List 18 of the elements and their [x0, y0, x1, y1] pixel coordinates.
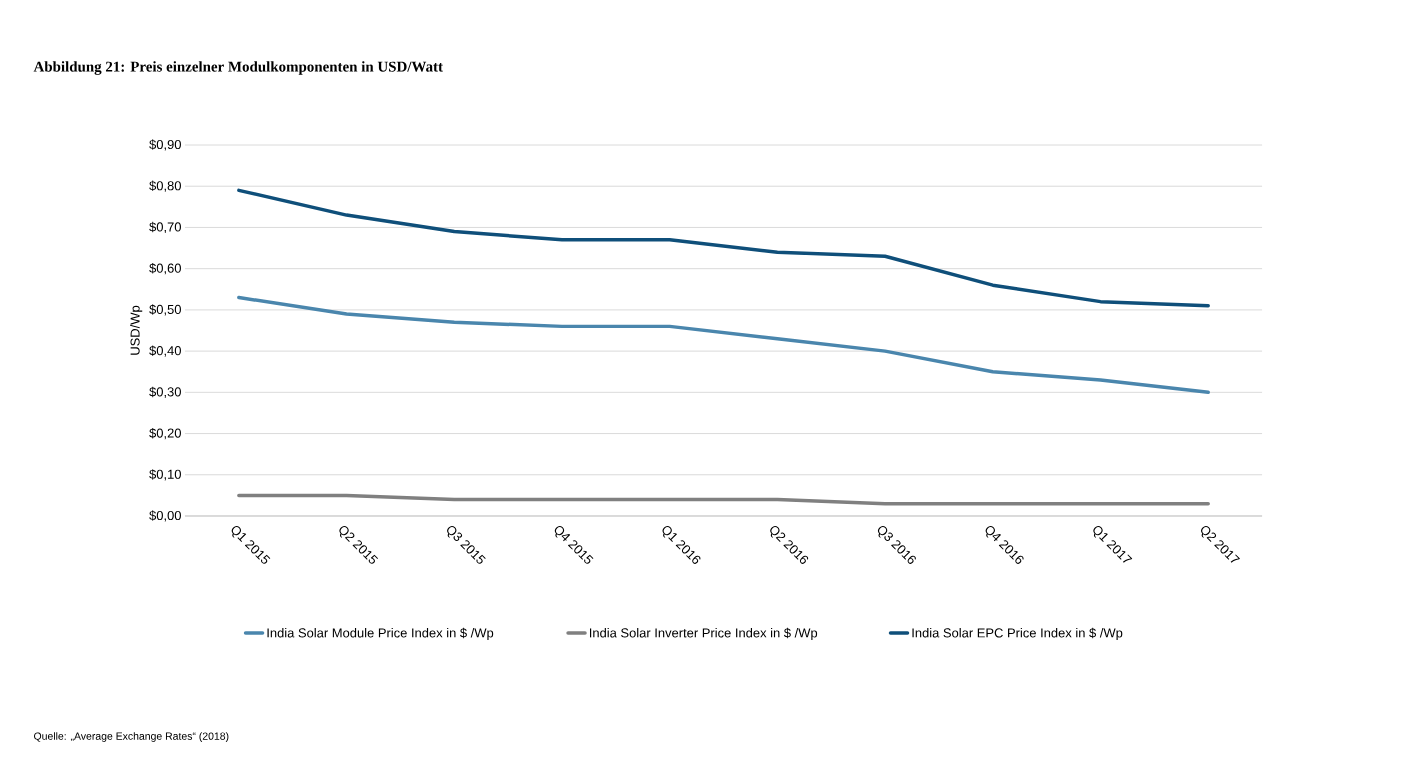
y-tick-label: $0,00 — [149, 510, 181, 522]
y-tick-label: $0,10 — [149, 469, 181, 481]
y-tick-label: $0,60 — [149, 263, 181, 275]
y-tick-label: $0,90 — [149, 139, 181, 151]
line-series — [237, 188, 1210, 308]
y-tick-label: $0,40 — [149, 345, 181, 357]
chart-title: Abbildung 21: Preis einzelner Modulkomponenten in USD/Watt — [33, 61, 443, 75]
y-tick-label: $0,70 — [149, 221, 181, 234]
y-tick-label: $0,20 — [149, 427, 181, 440]
y-tick-label: $0,30 — [149, 386, 181, 398]
legend-label: India Solar Module Price Index in $ /Wp — [267, 627, 494, 641]
y-tick-label: $0,50 — [149, 304, 181, 316]
legend-label: India Solar Inverter Price Index in $ /Wp — [589, 627, 818, 641]
y-tick-label: $0,80 — [149, 180, 181, 192]
line-series — [237, 295, 1210, 395]
legend-label: India Solar EPC Price Index in $ /Wp — [912, 627, 1123, 641]
y-axis-title: USD/Wp — [130, 305, 143, 355]
source-note: Quelle: „Average Exchange Rates“ (2018) — [34, 732, 229, 742]
